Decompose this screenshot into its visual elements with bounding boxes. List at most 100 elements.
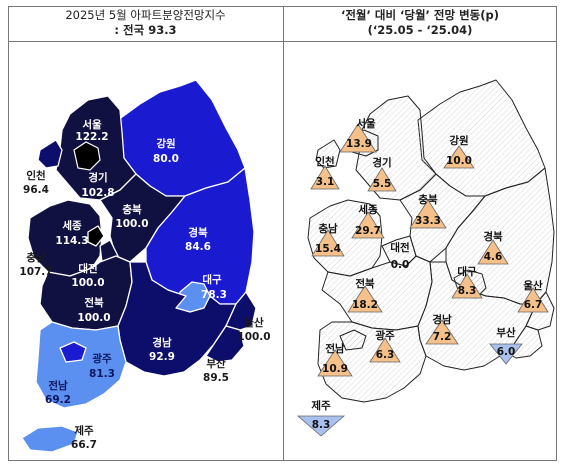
region-jeju (21, 425, 79, 453)
rlabel-gwangju-name: 광주 (375, 330, 395, 342)
tri-gangwon (443, 145, 475, 169)
triangle-markers (296, 123, 549, 437)
rlabel-jeonbuk-name: 전북 (355, 277, 375, 290)
rlabel-gyeonggi-name: 경기 (372, 156, 391, 169)
tri-ulsan (517, 287, 549, 313)
rlabel-chungbuk-value: 33.3 (415, 215, 441, 227)
rlabel-busan-name: 부산 (496, 326, 516, 339)
label-gwangju-name: 광주 (92, 353, 112, 365)
tri-seoul (339, 123, 377, 153)
rlabel-jeonbuk-value: 18.2 (352, 299, 378, 311)
right-labels: 서울 13.9 인천 3.1 경기 5.5 강원 10.0 충북 33.3 세종… (311, 117, 543, 431)
label-chungnam-name: 충남 (26, 251, 46, 264)
label-gyeongnam-name: 경남 (152, 336, 172, 349)
rlabel-jeju-name: 제주 (311, 399, 331, 412)
label-seoul-value: 122.2 (75, 131, 108, 143)
rlabel-daejeon-name: 대전 (390, 241, 409, 254)
rlabel-jeju-value: 8.3 (312, 419, 331, 431)
label-ulsan-name: 울산 (244, 316, 264, 329)
label-busan-value: 89.5 (203, 372, 229, 384)
label-busan-name: 부산 (206, 357, 226, 370)
rlabel-seoul-value: 13.9 (346, 138, 372, 150)
label-jeonnam-name: 전남 (48, 379, 68, 392)
rlabel-gyeongnam-name: 경남 (432, 313, 452, 326)
label-incheon-value: 96.4 (23, 184, 49, 196)
tri-gyeongnam (425, 319, 459, 345)
tri-jeonnam (317, 349, 353, 377)
label-sejong-value: 114.3 (55, 235, 88, 247)
label-daejeon-name: 대전 (78, 262, 97, 275)
rlabel-daegu-value: 8.3 (458, 285, 477, 297)
rlabel-busan-value: 6.0 (497, 346, 516, 358)
rlabel-gangwon-value: 10.0 (446, 155, 472, 167)
right-panel-title: ‘전월’ 대비 ‘당월’ 전망 변동(p) (‘25.05 - ‘25.04) (284, 8, 556, 38)
rlabel-incheon-value: 3.1 (316, 176, 335, 188)
label-jeonbuk-name: 전북 (84, 296, 104, 309)
label-gangwon-value: 80.0 (153, 153, 179, 165)
tri-sejong (351, 211, 385, 239)
right-title-line1: ‘전월’ 대비 ‘당월’ 전망 변동(p) (340, 8, 500, 22)
label-chungbuk-value: 100.0 (115, 218, 148, 230)
label-gwangju-value: 81.3 (89, 368, 115, 380)
rlabel-sejong-name: 세종 (358, 203, 378, 216)
label-daegu-name: 대구 (202, 273, 222, 286)
tri-gyeongbuk (477, 239, 509, 265)
region-jeonnam (35, 321, 127, 409)
rlabel-daegu-name: 대구 (457, 265, 477, 278)
left-labels: 서울 122.2 인천 96.4 경기 102.8 강원 80.0 충북 100… (19, 118, 270, 451)
label-gangwon-name: 강원 (156, 137, 175, 150)
figure-frame (8, 6, 557, 461)
region-chungnam (27, 199, 103, 277)
label-incheon-name: 인천 (26, 169, 45, 182)
region-incheon (37, 139, 63, 169)
region-busan (205, 325, 245, 363)
right-header-rule (284, 41, 556, 42)
tri-chungnam (311, 229, 345, 257)
right-title-line2: (‘25.05 - ‘25.04) (367, 23, 473, 37)
rlabel-gangwon-name: 강원 (449, 134, 468, 147)
region-sejong (87, 225, 105, 247)
rlabel-gyeonggi-value: 5.5 (373, 178, 392, 190)
label-seoul-name: 서울 (82, 118, 102, 131)
rlabel-gyeongbuk-value: 4.6 (484, 251, 503, 263)
tri-busan-down (489, 343, 523, 365)
label-gyeonggi-value: 102.8 (81, 187, 114, 199)
region-seoul (73, 141, 101, 171)
label-chungbuk-name: 충북 (122, 203, 142, 216)
label-jeju-name: 제주 (74, 424, 94, 437)
left-title-line2: : 전국 93.3 (114, 23, 177, 37)
rlabel-chungbuk-name: 충북 (418, 193, 438, 206)
rlabel-ulsan-name: 울산 (523, 279, 543, 292)
tri-jeju-down (296, 415, 346, 437)
label-gyeongnam-value: 92.9 (149, 351, 175, 363)
rlabel-gyeongbuk-name: 경북 (483, 230, 503, 243)
panel-divider (283, 6, 284, 461)
tri-daegu (451, 273, 483, 299)
rlabel-seoul-name: 서울 (356, 117, 376, 130)
tri-chungbuk (409, 199, 447, 229)
rlabel-gwangju-value: 6.3 (376, 349, 395, 361)
label-daejeon-value: 100.0 (71, 277, 104, 289)
label-gyeongbuk-name: 경북 (188, 226, 208, 239)
label-gyeongbuk-value: 84.6 (185, 241, 211, 253)
rlabel-daejeon-value: 0.0 (391, 259, 410, 271)
left-panel-title: 2025년 5월 아파트분양전망지수 : 전국 93.3 (8, 8, 283, 38)
rlabel-jeonnam-name: 전남 (325, 342, 345, 355)
rmap-incheon (315, 139, 341, 169)
rlabel-incheon-name: 인천 (315, 155, 334, 168)
rlabel-chungnam-value: 15.4 (315, 243, 341, 255)
label-jeonbuk-value: 100.0 (77, 312, 110, 324)
rlabel-sejong-value: 29.7 (355, 225, 381, 237)
label-sejong-name: 세종 (62, 219, 82, 232)
label-jeju-value: 66.7 (71, 439, 97, 451)
rlabel-gyeongnam-value: 7.2 (433, 331, 452, 343)
rmap-gwangju (339, 329, 367, 351)
label-ulsan-value: 100.0 (237, 331, 270, 343)
tri-gyeonggi (367, 167, 397, 192)
label-chungnam-value: 107.7 (19, 266, 52, 278)
tri-jeonbuk (347, 285, 383, 313)
label-jeonnam-value: 69.2 (45, 394, 71, 406)
tri-incheon (310, 165, 340, 190)
